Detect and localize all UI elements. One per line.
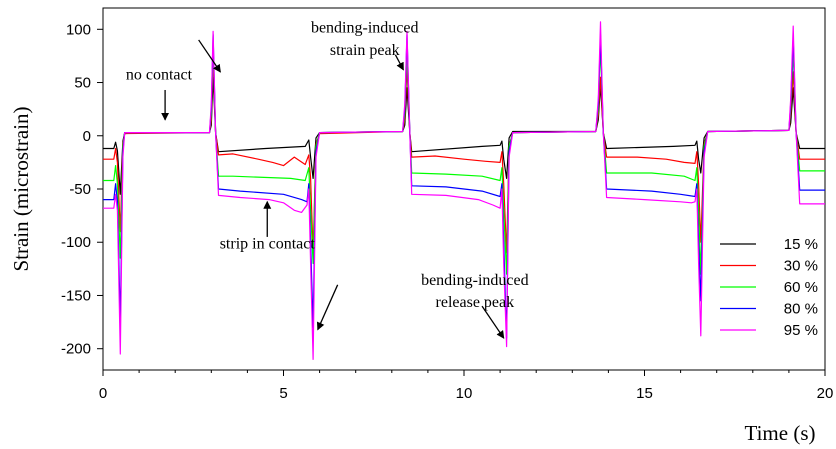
x-tick-label: 0 bbox=[99, 385, 107, 402]
x-tick-label: 10 bbox=[456, 385, 473, 402]
annotation-arrow-2 bbox=[394, 54, 404, 71]
series-line-1 bbox=[103, 76, 825, 195]
y-tick-label: 0 bbox=[83, 128, 91, 145]
x-tick-label: 5 bbox=[279, 385, 287, 402]
y-tick-label: 100 bbox=[66, 21, 91, 38]
legend-label-2: 30 % bbox=[784, 258, 818, 275]
y-tick-label: -100 bbox=[61, 234, 91, 251]
legend: 15 % 30 % 60 % 80 % 95 % bbox=[720, 236, 818, 339]
annotation-label-5: bending-induced bbox=[421, 272, 529, 289]
x-axis-title: Time (s) bbox=[745, 421, 816, 445]
annotation-label-6: release peak bbox=[436, 294, 515, 311]
annotation-label-2: strain peak bbox=[330, 42, 400, 59]
y-tick-label: -200 bbox=[61, 341, 91, 358]
legend-label-4: 80 % bbox=[784, 301, 818, 318]
y-axis-title: Strain (microstrain) bbox=[9, 106, 33, 271]
y-tick-label: -150 bbox=[61, 287, 91, 304]
annotation-label-1: bending-induced bbox=[311, 19, 419, 36]
legend-label-5: 95 % bbox=[784, 322, 818, 339]
x-tick-label: 20 bbox=[817, 385, 834, 402]
legend-label-1: 15 % bbox=[784, 236, 818, 253]
legend-label-3: 60 % bbox=[784, 279, 818, 296]
y-tick-label: 50 bbox=[74, 75, 91, 92]
annotation-label-4: strip in contact bbox=[220, 236, 316, 253]
annotation-label-3: no contact bbox=[126, 66, 193, 83]
axes-layer: 0 5 10 15 20 -200 -150 -100 -50 0 50 100 bbox=[61, 21, 833, 402]
x-tick-label: 15 bbox=[636, 385, 653, 402]
annotation-arrow-6 bbox=[481, 305, 505, 339]
annotation-arrow-5 bbox=[316, 284, 339, 331]
y-tick-label: -50 bbox=[69, 181, 91, 198]
annotations-layer: bending-induced strain peak no contact stri… bbox=[126, 19, 529, 339]
annotation-arrow-1 bbox=[198, 39, 221, 73]
